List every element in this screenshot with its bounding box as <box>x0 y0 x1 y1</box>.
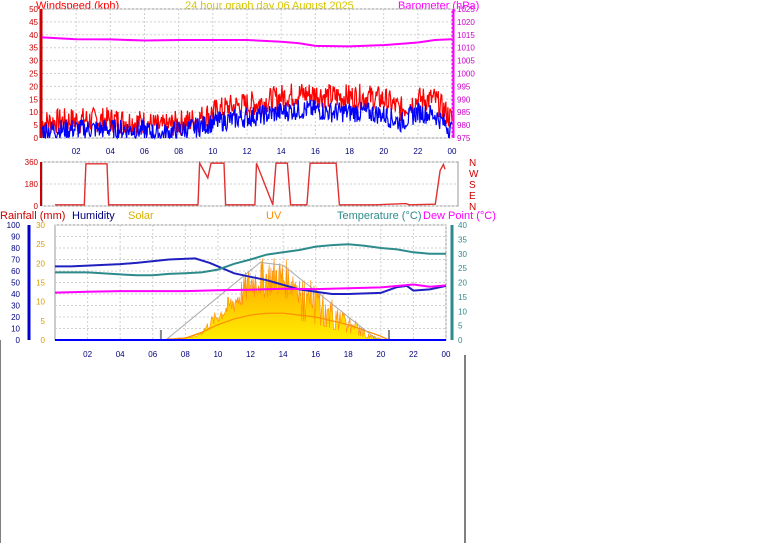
uv-y-tick: 30 <box>36 221 45 230</box>
multi-x-tick: 10 <box>213 350 222 359</box>
wind-y-tick: 20 <box>29 82 38 91</box>
direction-y-tick: 360 <box>25 158 39 167</box>
multi-x-tick: 06 <box>148 350 157 359</box>
temperature-y-tick: 40 <box>458 221 467 230</box>
wind-y-tick: 50 <box>29 5 38 14</box>
series-wind-direction <box>55 160 446 206</box>
temperature-y-tick: 10 <box>458 307 467 316</box>
humidity-y-tick: 100 <box>7 221 21 230</box>
humidity-y-tick: 10 <box>11 325 20 334</box>
humidity-y-tick: 90 <box>11 233 20 242</box>
multi-x-tick: 08 <box>181 350 190 359</box>
baro-y-tick: 1000 <box>457 70 475 79</box>
compass-n-top: N <box>469 158 476 169</box>
series-temperature <box>55 243 446 277</box>
baro-y-tick: 1015 <box>457 31 475 40</box>
uv-y-tick: 20 <box>36 259 45 268</box>
multi-x-tick: 00 <box>442 350 451 359</box>
wind-x-tick: 04 <box>106 147 115 156</box>
multi-x-tick: 02 <box>83 350 92 359</box>
humidity-y-tick: 0 <box>16 336 21 345</box>
temperature-y-tick: 25 <box>458 264 467 273</box>
wind-y-tick: 25 <box>29 70 38 79</box>
wind-y-tick: 5 <box>34 121 39 130</box>
series-barometer <box>41 36 453 48</box>
uv-y-tick: 15 <box>36 279 45 288</box>
temperature-y-tick: 5 <box>458 322 463 331</box>
humidity-y-tick: 80 <box>11 244 20 253</box>
wind-x-tick: 00 <box>448 147 457 156</box>
series-uv <box>160 312 390 341</box>
wind-x-tick: 02 <box>72 147 81 156</box>
wind-x-tick: 22 <box>413 147 422 156</box>
wind-x-tick: 08 <box>174 147 183 156</box>
compass-w: W <box>469 169 479 180</box>
multi-x-tick: 22 <box>409 350 418 359</box>
wind-y-tick: 10 <box>29 108 38 117</box>
wind-y-tick: 35 <box>29 44 38 53</box>
multi-x-tick: 04 <box>116 350 125 359</box>
temperature-y-tick: 15 <box>458 293 467 302</box>
baro-y-tick: 985 <box>457 108 471 117</box>
humidity-y-tick: 20 <box>11 313 20 322</box>
wind-y-tick: 40 <box>29 31 38 40</box>
legend-rainfall: Rainfall (mm) <box>0 210 65 222</box>
legend-uv: UV <box>266 210 282 222</box>
temperature-y-tick: 35 <box>458 235 467 244</box>
legend-humidity: Humidity <box>72 210 115 222</box>
baro-y-tick: 1005 <box>457 57 475 66</box>
baro-y-tick: 1010 <box>457 44 475 53</box>
multi-x-tick: 18 <box>344 350 353 359</box>
wind-x-tick: 12 <box>243 147 252 156</box>
series-wind-average <box>41 99 453 141</box>
wind-y-tick: 15 <box>29 95 38 104</box>
series-solar-max <box>165 261 378 341</box>
humidity-y-tick: 30 <box>11 302 20 311</box>
baro-y-tick: 1020 <box>457 18 475 27</box>
legend-solar: Solar <box>128 210 154 222</box>
direction-y-tick: 180 <box>25 180 39 189</box>
humidity-y-tick: 70 <box>11 256 20 265</box>
baro-y-tick: 995 <box>457 82 471 91</box>
humidity-y-tick: 60 <box>11 267 20 276</box>
wind-x-tick: 16 <box>311 147 320 156</box>
humidity-y-tick: 50 <box>11 279 20 288</box>
series-dew-point <box>54 283 447 294</box>
uv-y-tick: 5 <box>41 317 46 326</box>
wind-x-tick: 20 <box>379 147 388 156</box>
uv-y-tick: 25 <box>36 240 45 249</box>
temperature-y-tick: 0 <box>458 336 463 345</box>
legend-temperature: Temperature (°C) <box>337 210 421 222</box>
compass-s: S <box>469 180 476 191</box>
series-solar <box>160 258 390 341</box>
wind-y-tick: 0 <box>34 134 39 143</box>
wind-y-tick: 30 <box>29 57 38 66</box>
humidity-y-tick: 40 <box>11 290 20 299</box>
baro-y-tick: 1025 <box>457 5 475 14</box>
baro-y-tick: 990 <box>457 95 471 104</box>
compass-e: E <box>469 191 476 202</box>
wind-x-tick: 18 <box>345 147 354 156</box>
uv-y-tick: 0 <box>41 336 46 345</box>
multi-x-tick: 16 <box>311 350 320 359</box>
multi-x-tick: 12 <box>246 350 255 359</box>
wind-x-tick: 06 <box>140 147 149 156</box>
temperature-y-tick: 30 <box>458 250 467 259</box>
multi-x-tick: 14 <box>279 350 288 359</box>
multi-x-tick: 20 <box>376 350 385 359</box>
uv-y-tick: 10 <box>36 298 45 307</box>
legend-dew-point: Dew Point (°C) <box>423 210 496 222</box>
compass-n-bottom: N <box>469 202 476 213</box>
baro-y-tick: 975 <box>457 134 471 143</box>
wind-x-tick: 10 <box>208 147 217 156</box>
baro-y-tick: 980 <box>457 121 471 130</box>
temperature-y-tick: 20 <box>458 279 467 288</box>
direction-y-tick: 0 <box>34 202 39 211</box>
wind-y-tick: 45 <box>29 18 38 27</box>
wind-x-tick: 14 <box>277 147 286 156</box>
